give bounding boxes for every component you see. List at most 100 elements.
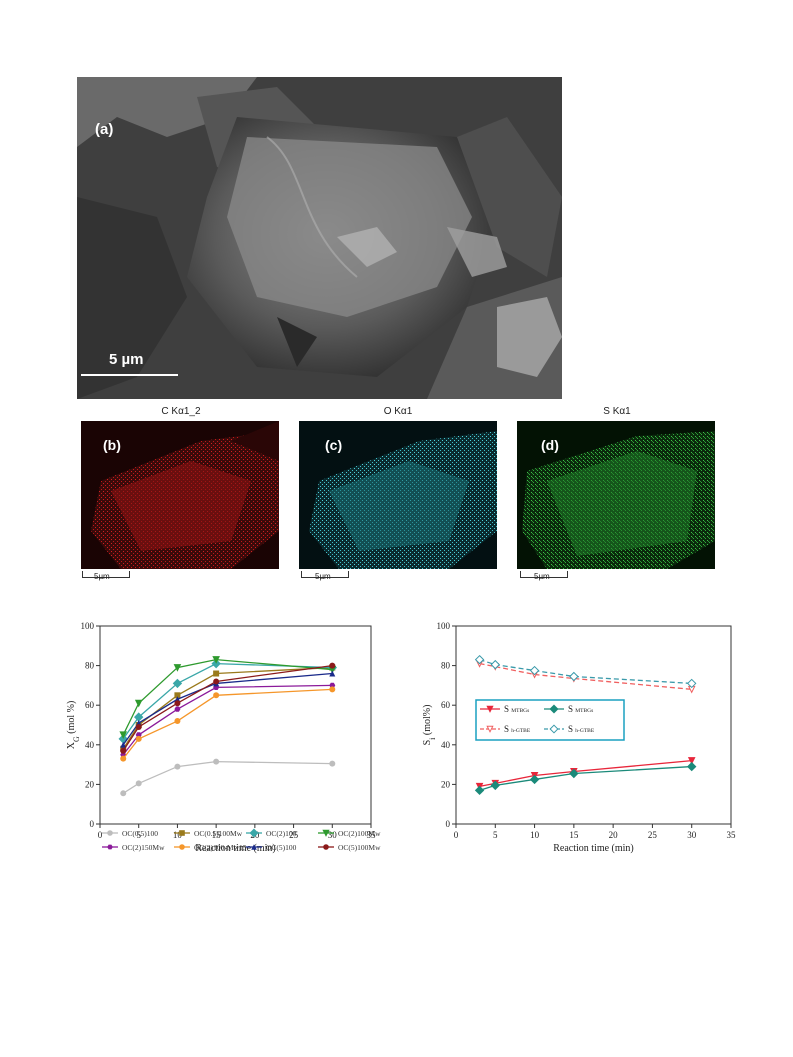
- legend-marker: [251, 844, 257, 850]
- legend-label: OC(2)100Mw: [338, 829, 381, 838]
- data-point: [329, 682, 336, 688]
- data-point: [174, 763, 181, 770]
- data-point: [474, 654, 485, 665]
- legend-marker: [322, 829, 330, 837]
- y-tick-label: 100: [437, 621, 451, 631]
- series-line: [122, 664, 333, 752]
- data-point: [172, 678, 183, 689]
- panel-label-d: (d): [541, 437, 559, 453]
- map-b-scale-bar: [82, 571, 130, 578]
- data-point: [174, 718, 181, 725]
- legend-label: S MTBGs: [568, 704, 593, 714]
- series-line: [122, 684, 333, 756]
- data-point: [569, 671, 579, 682]
- data-point: [213, 692, 220, 699]
- data-point: [120, 755, 127, 762]
- x-axis-label: Reaction time (min): [553, 843, 634, 854]
- sem-micrograph: (a) 5 µm: [77, 77, 562, 399]
- data-point: [135, 780, 142, 787]
- series-1: [474, 761, 697, 796]
- series-5: [120, 686, 336, 762]
- x-tick-label: 30: [328, 830, 338, 840]
- data-point: [329, 670, 336, 677]
- data-point: [687, 757, 696, 765]
- legend-marker: [486, 725, 494, 733]
- series-6: [120, 670, 336, 748]
- map-b-scale-label: 5µm: [94, 572, 110, 581]
- data-point: [173, 664, 182, 672]
- y-tick-label: 40: [441, 740, 451, 750]
- x-axis-label: Reaction time (min): [195, 843, 276, 854]
- series-2: [475, 660, 696, 694]
- x-tick-label: 10: [530, 830, 540, 840]
- data-point: [213, 670, 220, 677]
- legend-marker: [249, 828, 259, 838]
- data-point: [119, 731, 128, 740]
- data-point: [529, 774, 540, 785]
- data-point: [474, 785, 485, 796]
- sem-image: [77, 77, 562, 399]
- data-point: [174, 706, 181, 712]
- x-tick-label: 0: [98, 830, 103, 840]
- legend-marker: [107, 844, 113, 850]
- y-tick-label: 20: [85, 779, 95, 789]
- legend-label: S h-GTBE: [568, 724, 595, 734]
- panel-label-c: (c): [325, 437, 343, 453]
- y-tick-label: 60: [85, 700, 95, 710]
- legend-marker: [323, 844, 329, 850]
- series-1: [120, 664, 336, 752]
- map-c-scale-bar: [301, 571, 349, 578]
- sulfur-map-image: [517, 421, 715, 569]
- map-c-scale-label: 5µm: [315, 572, 331, 581]
- data-point: [329, 686, 336, 693]
- data-point: [490, 659, 500, 670]
- series-line: [122, 662, 333, 740]
- y-tick-label: 0: [446, 819, 451, 829]
- series-3: [474, 654, 697, 689]
- oxygen-map-image: [299, 421, 497, 569]
- data-point: [120, 747, 127, 754]
- x-tick-label: 35: [367, 830, 377, 840]
- sem-scale-bar: [81, 374, 178, 376]
- x-tick-label: 5: [493, 830, 498, 840]
- map-d-scale-bar: [520, 571, 568, 578]
- series-0: [120, 758, 336, 797]
- legend-marker: [486, 705, 494, 713]
- legend-marker: [179, 830, 185, 836]
- x-tick-label: 15: [569, 830, 579, 840]
- x-tick-label: 35: [727, 830, 737, 840]
- map-title-o: O Kα1: [383, 406, 413, 417]
- eds-map-oxygen: (c): [299, 421, 497, 569]
- y-axis-label: XG (mol %): [66, 701, 81, 750]
- legend-label: OC(2)100: [266, 829, 297, 838]
- data-point: [687, 678, 697, 689]
- plot-frame: [455, 625, 732, 825]
- data-point: [135, 732, 142, 738]
- y-tick-label: 0: [90, 819, 95, 829]
- legend-label: OC(0.5)100: [122, 829, 158, 838]
- legend-box: [475, 699, 625, 741]
- legend-label: OC(2)150Mw: [122, 843, 165, 852]
- x-tick-label: 30: [687, 830, 697, 840]
- data-point: [529, 665, 540, 676]
- data-point: [329, 662, 336, 669]
- legend-marker: [107, 830, 113, 836]
- y-tick-label: 80: [85, 661, 95, 671]
- data-point: [174, 692, 181, 699]
- eds-map-carbon: (b): [81, 421, 279, 569]
- x-tick-label: 0: [454, 830, 459, 840]
- data-point: [329, 760, 336, 767]
- data-point: [490, 780, 500, 791]
- selectivity-chart: 0 5 10 15 20 25 30 35 0 20 40 60 80 100 Reaction time …: [422, 621, 737, 854]
- eds-map-sulfur: (d): [517, 421, 715, 569]
- panel-label-b: (b): [103, 437, 121, 453]
- plot-frame: [99, 625, 372, 825]
- series-2: [118, 658, 337, 744]
- series-line: [122, 760, 333, 794]
- data-point: [135, 723, 142, 730]
- x-tick-label: 25: [289, 830, 299, 840]
- data-point: [135, 735, 142, 742]
- legend-label: OC(5)100Mw: [338, 843, 381, 852]
- legend-label: S MTBGs: [504, 704, 529, 714]
- legend-label: OC(0.5)100Mw: [194, 829, 243, 838]
